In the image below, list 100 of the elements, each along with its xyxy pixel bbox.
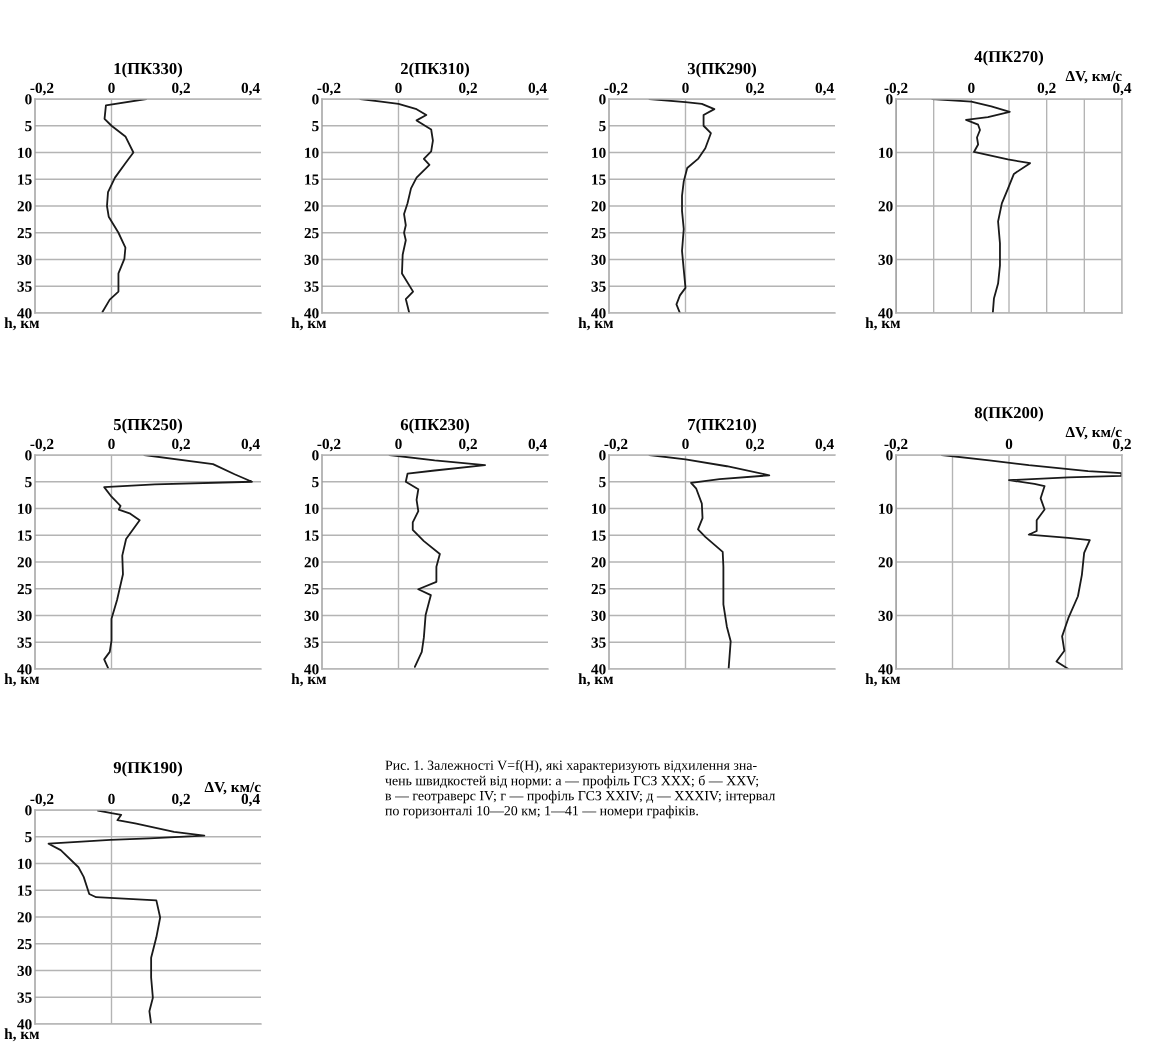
x-axis-title: ΔV, км/с bbox=[1065, 70, 1122, 84]
line-series bbox=[103, 455, 253, 669]
x-tick-label: 0,4 bbox=[1113, 82, 1132, 96]
y-tick-label: 30 bbox=[591, 610, 606, 621]
y-tick-label: 5 bbox=[599, 121, 606, 132]
x-tick-label: -0,2 bbox=[317, 82, 341, 96]
y-tick-label: 5 bbox=[25, 832, 32, 843]
y-tick-label: 5 bbox=[25, 121, 32, 132]
chart-title: 5(ПК250) bbox=[113, 418, 183, 434]
y-tick-label: 35 bbox=[17, 281, 32, 292]
y-tick-label: 40 bbox=[878, 308, 893, 319]
y-tick-label: 10 bbox=[879, 503, 893, 514]
x-tick-label: 0,2 bbox=[459, 82, 477, 96]
x-tick-label: 0 bbox=[108, 793, 115, 805]
chart-title: 3(ПК290) bbox=[687, 62, 757, 78]
y-tick-label: 30 bbox=[17, 254, 32, 265]
y-tick-label: 40 bbox=[591, 664, 606, 675]
x-tick-label: -0,2 bbox=[317, 438, 341, 452]
y-tick-label: 20 bbox=[591, 557, 606, 568]
y-tick-label: 25 bbox=[591, 583, 606, 595]
y-tick-label: 30 bbox=[17, 965, 32, 976]
y-tick-label: 30 bbox=[17, 610, 32, 621]
y-tick-label: 25 bbox=[304, 583, 319, 595]
x-tick-label: 0 bbox=[395, 82, 402, 94]
x-tick-label: -0,2 bbox=[884, 82, 908, 96]
y-tick-label: 25 bbox=[591, 227, 606, 239]
x-tick-label: -0,2 bbox=[604, 82, 628, 96]
x-tick-label: 0 bbox=[108, 438, 115, 450]
y-tick-label: 5 bbox=[312, 477, 319, 488]
chart-title: 8(ПК200) bbox=[974, 406, 1044, 422]
y-tick-label: 20 bbox=[878, 201, 893, 212]
y-tick-label: 15 bbox=[305, 530, 319, 541]
x-tick-label: -0,2 bbox=[30, 438, 54, 452]
y-tick-label: 0 bbox=[312, 94, 319, 105]
y-tick-label: 15 bbox=[305, 174, 319, 185]
line-series bbox=[47, 810, 206, 1024]
y-tick-label: 20 bbox=[304, 201, 319, 212]
y-tick-label: 35 bbox=[17, 637, 32, 648]
y-tick-label: 35 bbox=[591, 281, 606, 292]
x-tick-label: 0,4 bbox=[241, 82, 260, 96]
y-tick-label: 10 bbox=[305, 147, 319, 158]
y-tick-label: 0 bbox=[886, 94, 893, 105]
y-tick-label: 10 bbox=[305, 503, 319, 514]
y-tick-label: 25 bbox=[304, 227, 319, 239]
x-tick-label: 0 bbox=[968, 82, 975, 94]
x-tick-label: -0,2 bbox=[884, 438, 908, 452]
x-tick-label: 0,4 bbox=[241, 438, 260, 452]
y-tick-label: 30 bbox=[878, 610, 893, 621]
y-tick-label: 15 bbox=[592, 530, 606, 541]
x-tick-label: 0,4 bbox=[815, 438, 834, 452]
x-tick-label: 0,2 bbox=[1037, 82, 1056, 96]
y-tick-label: 0 bbox=[599, 450, 606, 461]
y-tick-label: 0 bbox=[599, 94, 606, 105]
y-tick-label: 10 bbox=[18, 503, 32, 514]
y-tick-label: 30 bbox=[304, 610, 319, 621]
x-tick-label: 0,2 bbox=[1113, 438, 1131, 452]
chart-title: 7(ПК210) bbox=[688, 418, 757, 434]
y-tick-label: 25 bbox=[17, 938, 32, 950]
y-tick-label: 25 bbox=[17, 227, 32, 239]
y-tick-label: 5 bbox=[312, 121, 319, 132]
y-tick-label: 30 bbox=[304, 254, 319, 265]
x-tick-label: -0,2 bbox=[30, 793, 54, 807]
x-tick-label: 0,4 bbox=[241, 793, 260, 807]
y-tick-label: 30 bbox=[591, 254, 606, 265]
y-tick-label: 40 bbox=[304, 664, 319, 675]
x-tick-label: 0,2 bbox=[746, 438, 764, 452]
x-tick-label: 0 bbox=[682, 82, 689, 94]
y-tick-label: 15 bbox=[592, 174, 606, 185]
y-tick-label: 10 bbox=[18, 858, 32, 869]
chart-title: 6(ПК230) bbox=[400, 418, 470, 434]
y-tick-label: 5 bbox=[599, 477, 606, 488]
y-tick-label: 40 bbox=[17, 1019, 32, 1030]
y-tick-label: 0 bbox=[886, 450, 893, 461]
y-tick-label: 0 bbox=[312, 450, 319, 461]
y-tick-label: 0 bbox=[25, 805, 32, 816]
y-tick-label: 15 bbox=[18, 530, 32, 541]
y-tick-label: 35 bbox=[591, 637, 606, 648]
y-tick-label: 40 bbox=[17, 308, 32, 319]
y-tick-label: 10 bbox=[18, 147, 32, 158]
y-tick-label: 40 bbox=[878, 664, 893, 675]
y-tick-label: 5 bbox=[25, 477, 32, 488]
x-tick-label: 0,4 bbox=[815, 82, 834, 96]
y-tick-label: 20 bbox=[878, 557, 893, 568]
chart-title: 1(ПК330) bbox=[114, 62, 183, 78]
y-tick-label: 40 bbox=[591, 308, 606, 319]
x-tick-label: -0,2 bbox=[30, 82, 54, 96]
x-tick-label: 0 bbox=[682, 438, 689, 450]
text: Рис. 1. Залежності V=f(H), які характеризують відхилення зна- чень швидкостей від норми: а — профіль ГСЗ XXX; б — XXV; в — геотраверс IV; г — профіль ГСЗ XXIV; д — XXXIV; інтервал по горизонталі 10—20 км; 1—41 — номери графіків. bbox=[385, 760, 776, 819]
y-tick-label: 0 bbox=[25, 94, 32, 105]
x-axis-title: ΔV, км/с bbox=[1065, 426, 1122, 440]
x-tick-label: -0,2 bbox=[604, 438, 628, 452]
y-tick-label: 40 bbox=[304, 308, 319, 319]
x-tick-label: 0 bbox=[108, 82, 115, 94]
chart-title: 4(ПК270) bbox=[974, 50, 1044, 66]
y-tick-label: 35 bbox=[304, 281, 319, 292]
y-tick-label: 20 bbox=[591, 201, 606, 212]
y-tick-label: 20 bbox=[304, 557, 319, 568]
y-tick-label: 30 bbox=[878, 254, 893, 265]
y-tick-label: 10 bbox=[592, 503, 606, 514]
y-tick-label: 25 bbox=[17, 583, 32, 595]
